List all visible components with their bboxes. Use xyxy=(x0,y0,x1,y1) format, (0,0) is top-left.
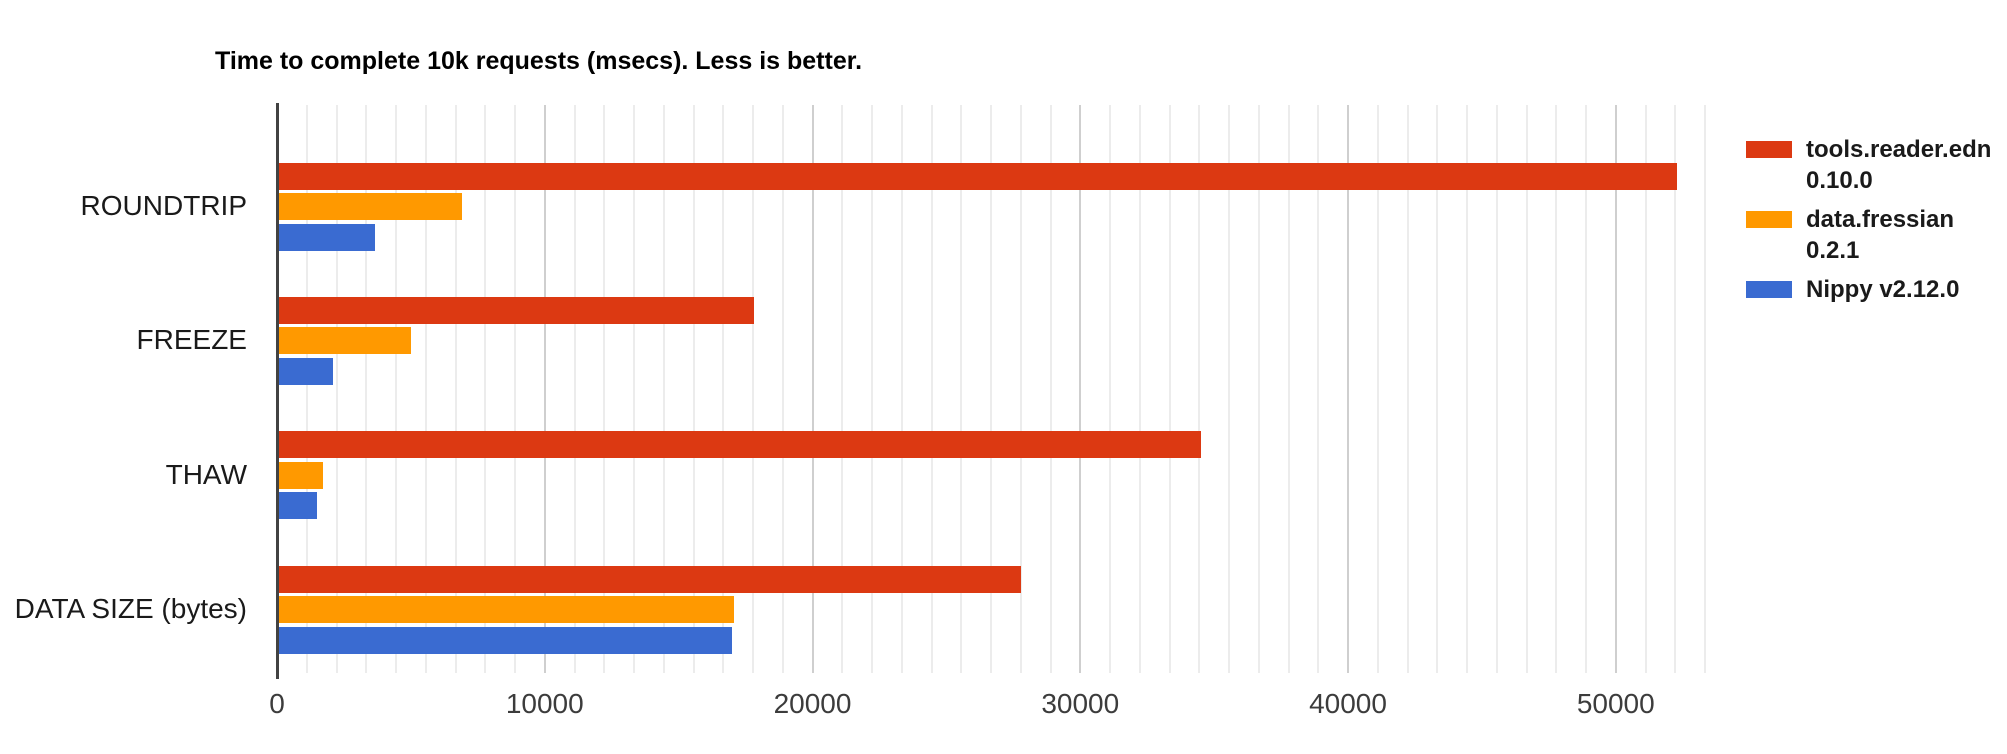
legend-label-data-fressian-0-2-1: data.fressian 0.2.1 xyxy=(1806,206,1955,264)
gridline-minor xyxy=(454,105,457,673)
legend-item-nippy-v2-12-0[interactable]: Nippy v2.12.0 xyxy=(1746,274,1991,305)
x-tick-label-20000: 20000 xyxy=(773,688,852,719)
gridline-minor xyxy=(722,105,725,673)
gridline-minor xyxy=(1109,105,1111,673)
x-tick-label-40000: 40000 xyxy=(1309,688,1387,719)
gridline-minor xyxy=(1257,105,1260,673)
bar-tools-reader-edn-0-10-0-freeze[interactable] xyxy=(277,296,754,324)
gridline-minor xyxy=(781,105,784,673)
gridline-minor xyxy=(752,105,754,673)
category-label-freeze: FREEZE xyxy=(136,324,247,356)
gridline-minor xyxy=(900,105,903,673)
legend-item-tools-reader-edn-0-10-0[interactable]: tools.reader.edn 0.10.0 xyxy=(1746,134,1991,196)
bar-data-fressian-0-2-1-freeze[interactable] xyxy=(277,327,411,355)
gridline-minor xyxy=(1228,105,1230,673)
bar-data-fressian-0-2-1-roundtrip[interactable] xyxy=(277,193,462,220)
bar-tools-reader-edn-0-10-0-data-size-bytes[interactable] xyxy=(277,565,1022,593)
gridline-minor xyxy=(930,105,933,673)
gridline-minor xyxy=(1555,105,1558,673)
bar-tools-reader-edn-0-10-0-roundtrip[interactable] xyxy=(277,162,1678,190)
legend-swatch-data-fressian-0-2-1 xyxy=(1746,211,1792,228)
legend-swatch-nippy-v2-12-0 xyxy=(1746,281,1792,298)
legend-label-nippy-v2-12-0: Nippy v2.12.0 xyxy=(1806,276,1960,303)
gridline-minor xyxy=(1644,105,1647,673)
legend: tools.reader.edn 0.10.0 data.fressian 0.2.1… xyxy=(1746,134,1991,305)
gridline-minor xyxy=(633,105,635,673)
gridline-minor xyxy=(1674,105,1677,673)
gridline-minor xyxy=(484,105,487,673)
gridline-minor xyxy=(573,105,576,673)
gridline-major xyxy=(1079,105,1082,673)
legend-swatch-tools-reader-edn-0-10-0 xyxy=(1746,141,1792,158)
x-tick-label-10000: 10000 xyxy=(505,688,584,719)
gridline-minor xyxy=(1317,105,1320,673)
legend-label-tools-reader-edn-0-10-0: tools.reader.edn 0.10.0 xyxy=(1806,136,1992,194)
legend-item-data-fressian-0-2-1[interactable]: data.fressian 0.2.1 xyxy=(1746,204,1991,266)
gridline-minor xyxy=(1495,105,1498,673)
gridline-minor xyxy=(662,105,665,673)
gridline-minor xyxy=(1287,105,1290,673)
gridline-major xyxy=(1347,105,1349,673)
gridline-minor xyxy=(305,105,308,673)
gridline-minor xyxy=(1585,105,1587,673)
bar-nippy-v2-12-0-thaw[interactable] xyxy=(277,492,318,520)
gridline-minor xyxy=(1376,105,1379,673)
gridline-minor xyxy=(841,105,844,673)
gridline-minor xyxy=(1049,105,1052,673)
gridline-minor xyxy=(960,105,963,673)
gridline-minor xyxy=(395,105,397,673)
gridline-minor xyxy=(692,105,695,673)
bar-data-fressian-0-2-1-data-size-bytes[interactable] xyxy=(277,596,734,623)
gridline-minor xyxy=(1436,105,1439,673)
bar-tools-reader-edn-0-10-0-thaw[interactable] xyxy=(277,431,1201,459)
chart-title: Time to complete 10k requests (msecs). L… xyxy=(215,47,863,75)
bar-nippy-v2-12-0-roundtrip[interactable] xyxy=(277,223,376,251)
gridline-minor xyxy=(990,105,992,673)
category-label-data-size-bytes: DATA SIZE (bytes) xyxy=(14,593,247,624)
bar-nippy-v2-12-0-freeze[interactable] xyxy=(277,357,333,385)
gridline-minor xyxy=(365,105,368,673)
gridline-minor xyxy=(603,105,606,673)
gridline-minor xyxy=(1525,105,1528,673)
category-label-thaw: THAW xyxy=(165,458,247,490)
bar-data-fressian-0-2-1-thaw[interactable] xyxy=(277,461,323,489)
gridline-minor xyxy=(1019,105,1022,673)
gridline-minor xyxy=(514,105,516,673)
gridline-major xyxy=(811,105,814,673)
gridline-minor xyxy=(1198,105,1201,673)
gridline-minor xyxy=(1466,105,1468,673)
gridline-minor xyxy=(424,105,427,673)
x-tick-label-0: 0 xyxy=(269,688,285,719)
x-tick-label-50000: 50000 xyxy=(1576,688,1655,719)
x-tick-label-30000: 30000 xyxy=(1041,688,1120,719)
category-label-roundtrip: ROUNDTRIP xyxy=(80,190,247,221)
gridline-minor xyxy=(871,105,873,673)
gridline-minor xyxy=(1406,105,1409,673)
gridline-major xyxy=(1614,105,1617,673)
gridline-minor xyxy=(1168,105,1171,673)
gridline-minor xyxy=(335,105,338,673)
gridline-major xyxy=(543,105,546,673)
bar-nippy-v2-12-0-data-size-bytes[interactable] xyxy=(277,626,733,654)
gridline-minor xyxy=(1704,105,1706,673)
axis-baseline xyxy=(276,103,279,679)
plot-area xyxy=(277,105,1706,673)
gridline-minor xyxy=(1138,105,1141,673)
